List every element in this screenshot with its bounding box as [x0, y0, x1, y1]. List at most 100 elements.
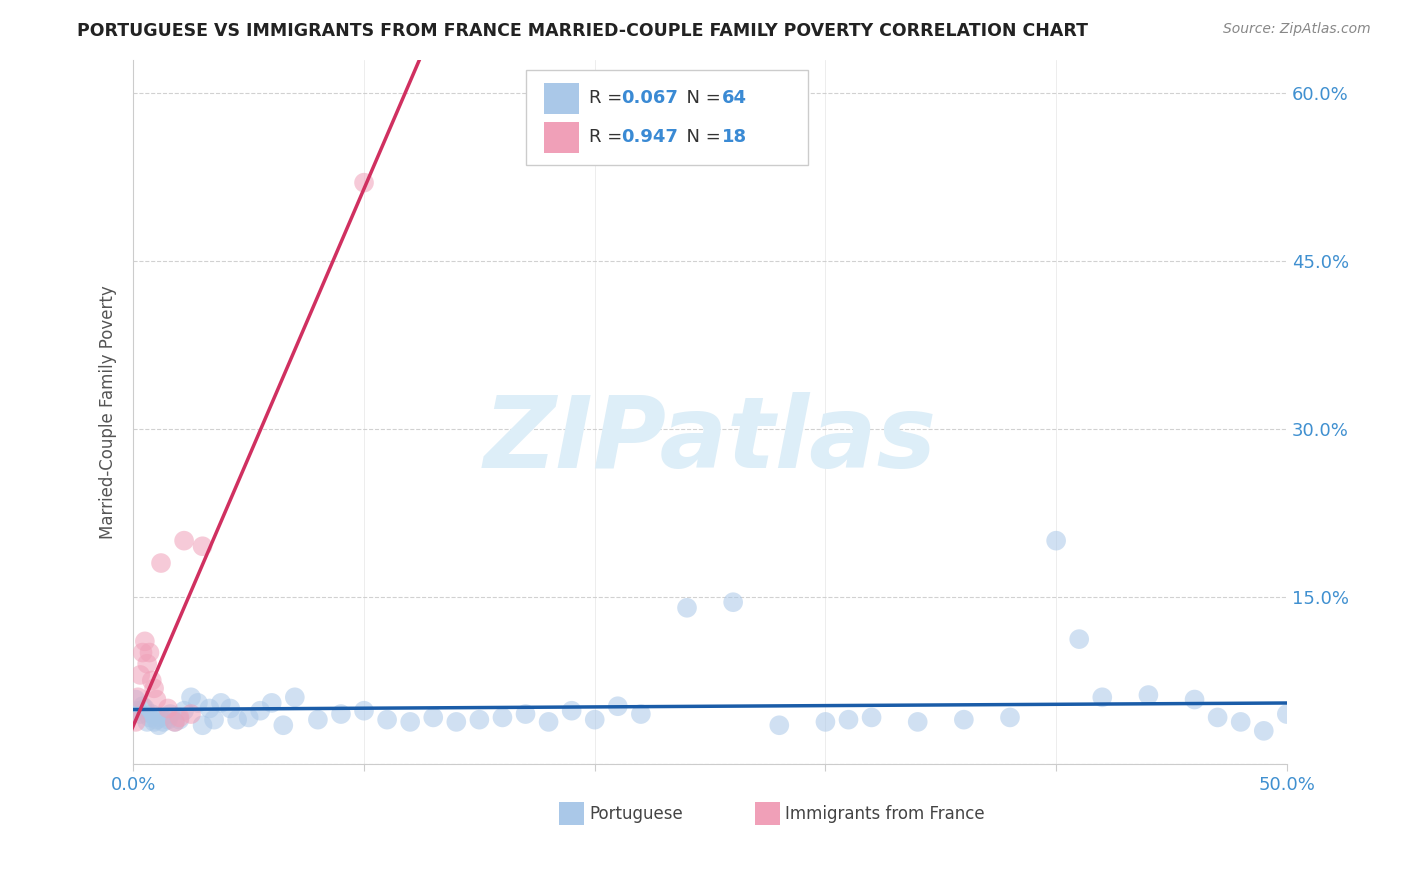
Point — [515, 707, 537, 722]
Point — [145, 713, 167, 727]
Point — [998, 710, 1021, 724]
FancyBboxPatch shape — [544, 83, 579, 114]
Point — [202, 713, 225, 727]
Point — [138, 710, 160, 724]
Point — [124, 714, 146, 729]
Point — [953, 713, 976, 727]
Point — [191, 718, 214, 732]
Text: ZIPatlas: ZIPatlas — [484, 392, 936, 489]
Point — [583, 713, 606, 727]
Point — [191, 539, 214, 553]
Point — [630, 707, 652, 722]
FancyBboxPatch shape — [755, 803, 780, 825]
Point — [131, 699, 153, 714]
Point — [375, 713, 398, 727]
Text: N =: N = — [675, 89, 727, 107]
Point — [169, 713, 191, 727]
Point — [537, 714, 560, 729]
Point — [152, 714, 174, 729]
Point — [1206, 710, 1229, 724]
Point — [169, 710, 191, 724]
Text: 18: 18 — [721, 128, 747, 146]
Point — [138, 646, 160, 660]
Point — [238, 710, 260, 724]
Text: 0.947: 0.947 — [621, 128, 678, 146]
Point — [353, 176, 375, 190]
Text: R =: R = — [589, 89, 628, 107]
Point — [249, 704, 271, 718]
Point — [468, 713, 491, 727]
Point — [1275, 707, 1298, 722]
Point — [721, 595, 744, 609]
Text: N =: N = — [675, 128, 727, 146]
Point — [145, 692, 167, 706]
Point — [136, 714, 159, 729]
Point — [837, 713, 859, 727]
Text: Immigrants from France: Immigrants from France — [785, 805, 984, 822]
Point — [134, 634, 156, 648]
Point — [330, 707, 353, 722]
Point — [180, 690, 202, 705]
Point — [163, 714, 186, 729]
Point — [124, 692, 146, 706]
Point — [131, 646, 153, 660]
Point — [127, 704, 149, 718]
Point — [136, 657, 159, 671]
Point — [260, 696, 283, 710]
Point — [150, 710, 173, 724]
Point — [173, 533, 195, 548]
FancyBboxPatch shape — [560, 803, 585, 825]
Text: R =: R = — [589, 128, 628, 146]
Point — [399, 714, 422, 729]
Point — [606, 699, 628, 714]
Point — [143, 714, 166, 729]
Point — [814, 714, 837, 729]
Point — [143, 681, 166, 696]
Point — [209, 696, 232, 710]
Point — [422, 710, 444, 724]
Point — [860, 710, 883, 724]
Point — [1137, 688, 1160, 702]
Point — [561, 704, 583, 718]
FancyBboxPatch shape — [544, 121, 579, 153]
Point — [127, 690, 149, 705]
FancyBboxPatch shape — [526, 70, 808, 165]
Point — [173, 704, 195, 718]
Text: 0.067: 0.067 — [621, 89, 678, 107]
Point — [129, 707, 152, 722]
Point — [1045, 533, 1067, 548]
Point — [219, 701, 242, 715]
Point — [187, 696, 209, 710]
Point — [198, 701, 221, 715]
Point — [156, 701, 179, 715]
Text: Portuguese: Portuguese — [589, 805, 683, 822]
Point — [491, 710, 513, 724]
Point — [148, 718, 170, 732]
Point — [676, 600, 699, 615]
Point — [156, 713, 179, 727]
Point — [159, 707, 181, 722]
Point — [226, 713, 249, 727]
Point — [1184, 692, 1206, 706]
Point — [284, 690, 307, 705]
Point — [141, 707, 163, 722]
Point — [1253, 723, 1275, 738]
Point — [134, 701, 156, 715]
Point — [150, 556, 173, 570]
Point — [141, 673, 163, 688]
Text: PORTUGUESE VS IMMIGRANTS FROM FRANCE MARRIED-COUPLE FAMILY POVERTY CORRELATION C: PORTUGUESE VS IMMIGRANTS FROM FRANCE MAR… — [77, 22, 1088, 40]
Point — [129, 668, 152, 682]
Point — [353, 704, 375, 718]
Point — [307, 713, 329, 727]
Text: 64: 64 — [721, 89, 747, 107]
Point — [1229, 714, 1251, 729]
Point — [768, 718, 790, 732]
Text: Source: ZipAtlas.com: Source: ZipAtlas.com — [1223, 22, 1371, 37]
Point — [163, 714, 186, 729]
Point — [271, 718, 294, 732]
Point — [1091, 690, 1114, 705]
Y-axis label: Married-Couple Family Poverty: Married-Couple Family Poverty — [100, 285, 117, 539]
Point — [907, 714, 929, 729]
Point — [1069, 632, 1091, 646]
Point — [180, 707, 202, 722]
